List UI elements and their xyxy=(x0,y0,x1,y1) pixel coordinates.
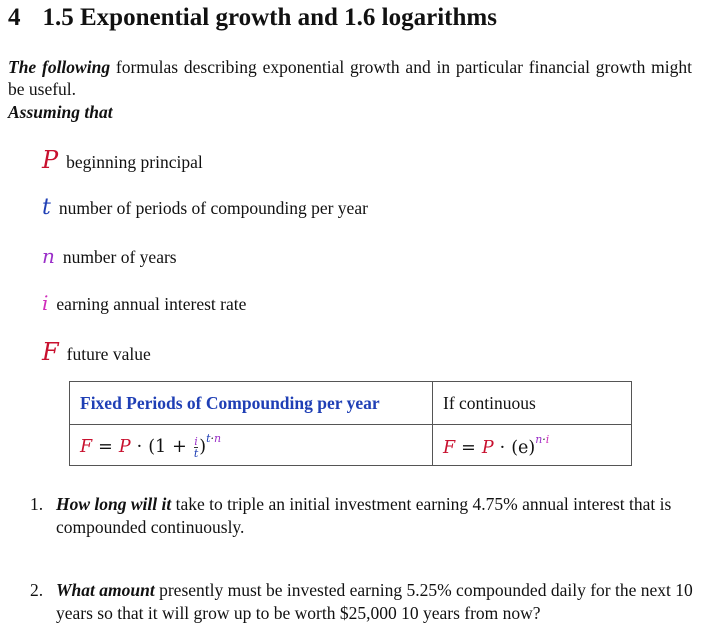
question-2: 2. What amount presently must be investe… xyxy=(30,579,694,625)
question-text: What amount presently must be invested e… xyxy=(56,579,694,625)
section-heading: 4 1.5 Exponential growth and 1.6 logarith… xyxy=(8,4,497,32)
formula-table: Fixed Periods of Compounding per year If… xyxy=(69,381,632,466)
variable-label: beginning principal xyxy=(66,152,203,172)
header-continuous: If continuous xyxy=(432,381,632,425)
symbol-i: i xyxy=(42,291,49,315)
intro-paragraph: The following formulas describing expone… xyxy=(8,56,692,100)
question-1: 1. How long will it take to triple an in… xyxy=(30,493,694,539)
formula-continuous: F = P · (e)n·i xyxy=(432,424,632,466)
question-number: 1. xyxy=(30,494,44,514)
question-number: 2. xyxy=(30,580,44,600)
symbol-P: P xyxy=(42,146,59,174)
variable-label: earning annual interest rate xyxy=(56,294,247,314)
question-lead: How long will it xyxy=(56,494,172,514)
question-lead: What amount xyxy=(56,580,155,600)
formula-row: F = P · (1 + i t)t·n F = P · (e)n·i xyxy=(69,424,632,466)
symbol-F: F xyxy=(42,338,59,366)
section-title: 1.5 Exponential growth and 1.6 logarithm… xyxy=(42,4,497,31)
formula-fixed: F = P · (1 + i t)t·n xyxy=(69,424,433,466)
assumption-label: Assuming that xyxy=(8,102,113,122)
variable-label: future value xyxy=(66,344,151,364)
symbol-t: t xyxy=(42,195,51,220)
section-number: 4 xyxy=(8,4,21,31)
question-body: take to triple an initial investment ear… xyxy=(56,494,672,537)
question-body: presently must be invested earning 5.25%… xyxy=(56,580,693,623)
intro-lead: The following xyxy=(8,57,111,77)
formula-header-row: Fixed Periods of Compounding per year If… xyxy=(69,381,632,425)
variable-label: number of periods of compounding per yea… xyxy=(58,198,368,218)
variable-n: n number of years xyxy=(42,244,177,268)
intro-text: formulas describing exponential growth a… xyxy=(8,57,693,99)
question-text: How long will it take to triple an initi… xyxy=(56,493,694,539)
variable-i: i earning annual interest rate xyxy=(42,291,246,315)
header-fixed: Fixed Periods of Compounding per year xyxy=(69,381,433,425)
variable-label: number of years xyxy=(62,247,177,267)
symbol-n: n xyxy=(42,244,55,268)
variable-t: t number of periods of compounding per ye… xyxy=(42,195,368,220)
